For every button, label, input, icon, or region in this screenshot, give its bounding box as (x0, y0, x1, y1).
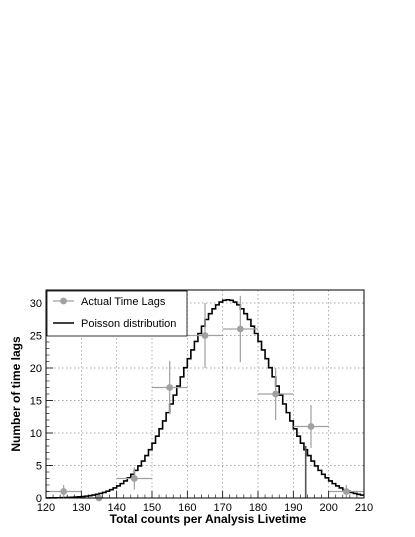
legend-label-curve: Poisson distribution (81, 318, 176, 330)
data-point (60, 488, 68, 495)
data-point (166, 384, 174, 391)
x-axis-title: Total counts per Analysis Livetime (110, 512, 307, 526)
x-tick-label: 140 (107, 502, 125, 514)
x-tick-label: 190 (284, 502, 302, 514)
x-tick-label: 130 (72, 502, 90, 514)
y-axis-title: Number of time lags (9, 336, 23, 452)
y-tick-label: 30 (30, 298, 42, 310)
data-point (236, 325, 244, 333)
x-tick-label: 150 (143, 502, 161, 514)
x-tick-label: 120 (37, 502, 55, 514)
y-tick-label: 20 (30, 363, 42, 375)
y-tick-label: 15 (30, 396, 42, 408)
legend-points-marker (60, 297, 67, 305)
y-tick-label: 10 (30, 428, 42, 440)
y-tick-labels: 0 5 10 15 20 25 30 (30, 298, 42, 505)
data-point (272, 390, 280, 398)
x-tick-label: 160 (178, 502, 196, 514)
y-tick-label: 25 (30, 331, 42, 343)
x-tick-label: 180 (249, 502, 267, 514)
legend: Actual Time Lags Poisson distribution (46, 290, 188, 337)
legend-box (46, 290, 188, 337)
data-point (130, 475, 138, 482)
x-tick-labels: 120 130 140 150 160 170 180 190 200 210 (37, 502, 373, 514)
x-tick-label: 210 (355, 502, 373, 514)
data-point (201, 332, 209, 339)
y-tick-label: 0 (36, 493, 42, 505)
data-point (342, 488, 350, 495)
data-point (307, 423, 315, 430)
legend-label-points: Actual Time Lags (81, 296, 166, 308)
x-tick-label: 200 (319, 502, 337, 514)
y-tick-label: 5 (36, 461, 42, 473)
x-tick-label: 170 (213, 502, 231, 514)
